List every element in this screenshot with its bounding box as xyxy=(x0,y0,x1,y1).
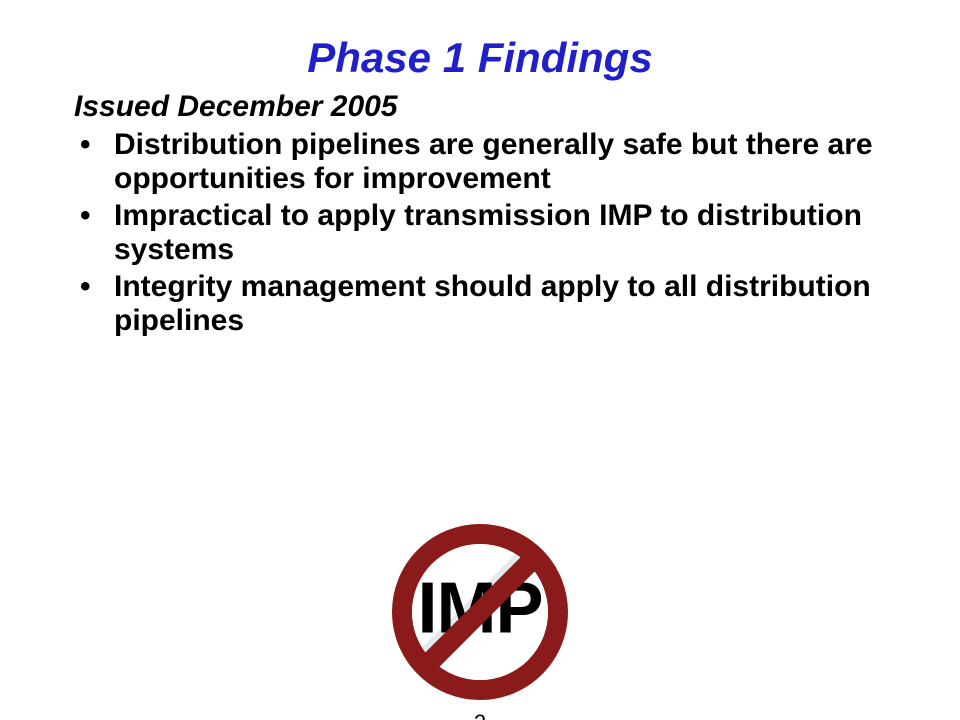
bullet-item: Impractical to apply transmission IMP to… xyxy=(74,199,900,266)
slide-subtitle: Issued December 2005 xyxy=(74,90,960,124)
prohibit-graphic: IMP xyxy=(0,524,960,705)
bullet-item: Integrity management should apply to all… xyxy=(74,270,900,337)
bullet-list: Distribution pipelines are generally saf… xyxy=(74,128,900,338)
slide-title: Phase 1 Findings xyxy=(0,34,960,82)
bullet-item: Distribution pipelines are generally saf… xyxy=(74,128,900,195)
page-number: 2 xyxy=(0,710,960,720)
imp-label: IMP xyxy=(417,567,542,649)
